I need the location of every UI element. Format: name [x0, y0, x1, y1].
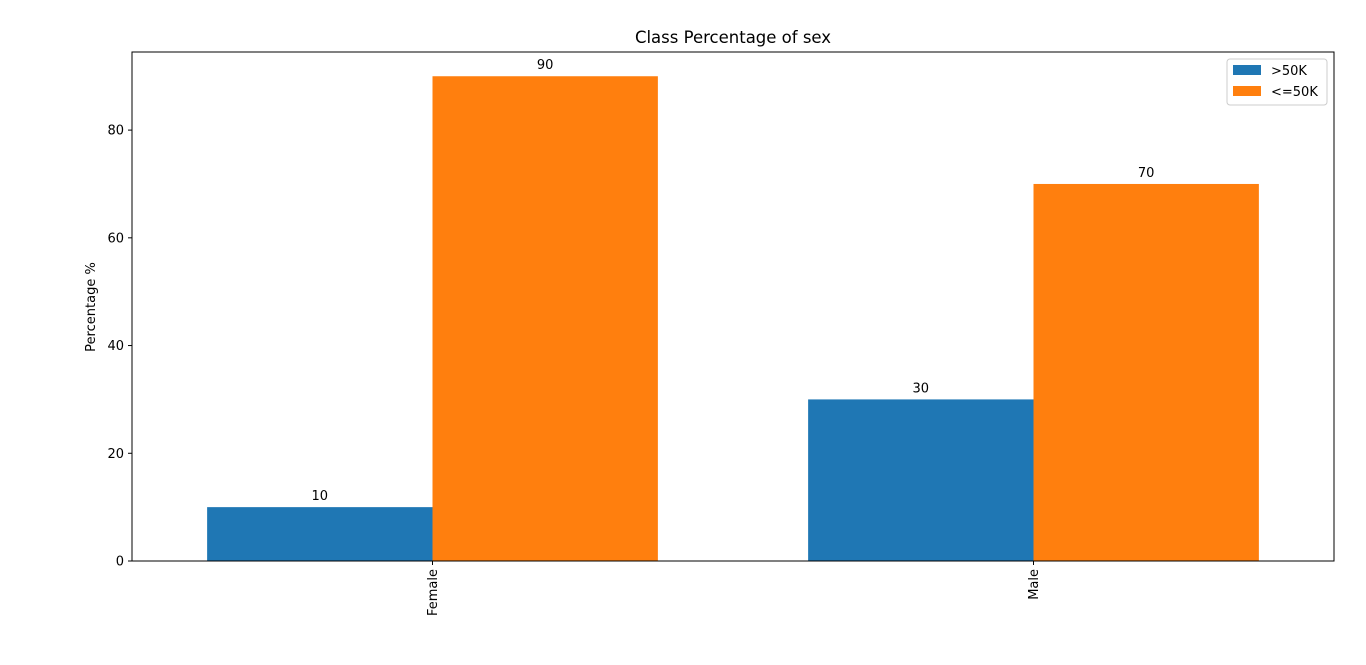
bar-female-series-0 [207, 507, 433, 561]
y-tick-label: 20 [107, 447, 124, 462]
y-tick-label: 80 [107, 124, 124, 139]
legend-swatch [1233, 65, 1261, 75]
chart-title: Class Percentage of sex [635, 28, 831, 47]
y-tick-label: 40 [107, 339, 124, 354]
legend-label: <=50K [1271, 85, 1318, 100]
plot-frame [131, 51, 1335, 562]
legend-swatch [1233, 86, 1261, 96]
bar-value-label: 30 [913, 381, 930, 396]
bar-value-label: 90 [537, 58, 554, 73]
legend: >50K <=50K [1226, 58, 1328, 106]
plot-area: 10 90 Female 30 70 Male 0 20 40 60 80 [107, 51, 1335, 616]
y-tick-label: 60 [107, 231, 124, 246]
x-tick-label: Male [1027, 569, 1042, 600]
y-tick-label: 0 [116, 555, 124, 570]
bar-male-series-1 [1033, 183, 1259, 562]
bar-male-series-0 [808, 399, 1034, 561]
x-tick-label: Female [426, 569, 441, 616]
bar-value-label: 10 [312, 489, 329, 504]
bar-value-label: 70 [1138, 166, 1155, 181]
legend-label: >50K [1271, 64, 1307, 79]
bar-female-series-1 [432, 76, 658, 561]
y-axis-label: Percentage % [84, 262, 99, 352]
